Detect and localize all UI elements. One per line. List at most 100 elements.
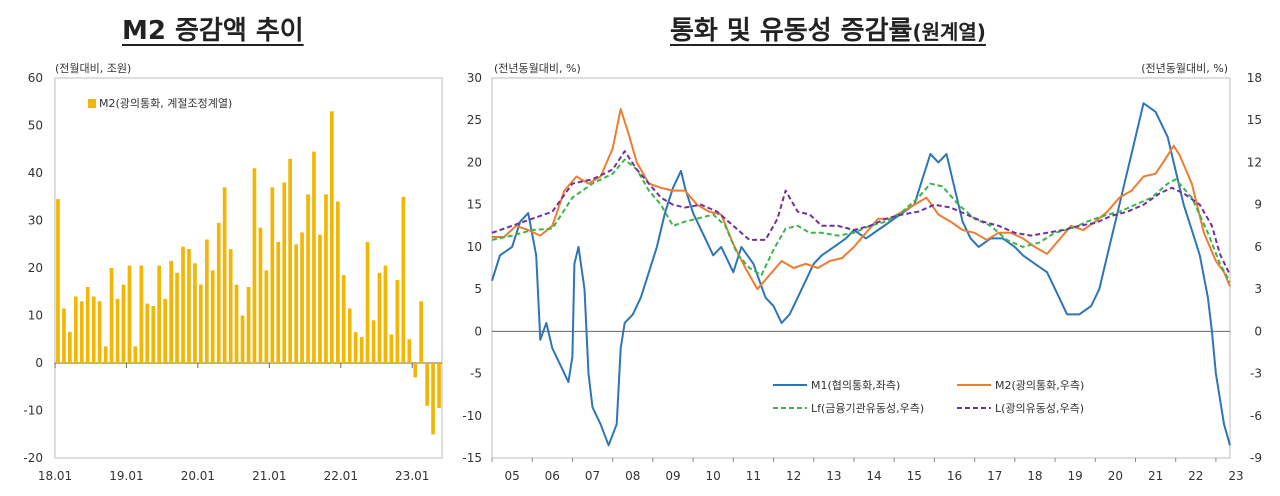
bar: [330, 111, 334, 364]
line-chart-svg: (전년동월대비, %) (전년동월대비, %)-15-10-50510152025…: [462, 62, 1262, 483]
y-tick-label: 60: [28, 71, 43, 85]
bar: [109, 268, 114, 363]
bar: [413, 363, 418, 378]
x-tick-label: 11: [746, 469, 761, 483]
y-left-tick-label: 10: [467, 240, 482, 254]
bar: [175, 272, 179, 364]
bar: [401, 196, 406, 364]
x-tick-label: 08: [625, 469, 640, 483]
left-unit-label: (전년동월대비, %): [494, 62, 581, 75]
bar: [365, 241, 370, 363]
bar: [353, 332, 358, 363]
y-right-tick-label: -3: [1250, 367, 1262, 381]
bar: [91, 296, 96, 363]
bar: [210, 270, 215, 363]
x-tick-label: 20.01: [181, 469, 215, 483]
plot-frame: [54, 77, 443, 459]
y-right-tick-label: -6: [1250, 409, 1262, 423]
right-unit-label: (전년동월대비, %): [1141, 62, 1228, 75]
bar: [103, 346, 108, 363]
legend-label: M2(광의통화,우측): [995, 379, 1084, 392]
x-tick-label: 16: [947, 469, 962, 483]
bar: [234, 284, 239, 363]
bar: [240, 315, 245, 363]
y-left-tick-label: 15: [467, 198, 482, 212]
y-left-tick-label: -5: [470, 367, 482, 381]
x-tick-label: 18: [1027, 469, 1042, 483]
right-chart-title: 통화 및 유동성 증감률(원계열): [670, 10, 986, 47]
legend-label: M1(협의통화,좌측): [811, 379, 900, 392]
bar: [431, 363, 435, 435]
y-tick-label: 40: [28, 166, 43, 180]
x-tick-label: 21: [1148, 469, 1163, 483]
x-tick-label: 14: [866, 469, 881, 483]
bar: [157, 265, 161, 363]
plot-frame: [491, 77, 1231, 459]
bar: [276, 241, 281, 363]
bar: [74, 296, 78, 363]
bar: [282, 182, 287, 363]
bar-chart-svg: (전월대비, 조원) -20 -10 0 10 20 30 40 50 60 18.01 19.01 2…: [23, 62, 443, 483]
bar: [127, 265, 132, 363]
bar: [371, 320, 376, 364]
y-left-tick-label: 0: [474, 324, 482, 338]
legend-label: Lf(금융기관유동성,우측): [811, 402, 924, 415]
x-tick-label: 15: [907, 469, 922, 483]
y-right-tick-label: 0: [1254, 324, 1262, 338]
y-left-tick-label: 20: [467, 155, 482, 169]
bar: [425, 363, 429, 406]
y-tick-label: 20: [28, 261, 43, 275]
bar: [300, 232, 304, 363]
bar: [336, 201, 340, 363]
y-tick-label: 10: [28, 309, 43, 323]
bar: [151, 306, 156, 363]
bar: [377, 272, 382, 364]
y-right-tick-label: 9: [1254, 198, 1262, 212]
right-title-text: 통화 및 유동성 증감률: [670, 16, 913, 46]
money-liquidity-growth-line-chart: (전년동월대비, %) (전년동월대비, %) -15 -10 -5 0 5 10 15 20 25…: [455, 55, 1280, 492]
y-right-tick-label: 3: [1254, 282, 1262, 296]
x-tick-label: 22.01: [324, 469, 358, 483]
bar: [347, 308, 352, 363]
bar: [246, 287, 251, 363]
x-tick-label: 19.01: [109, 469, 143, 483]
bar: [252, 168, 257, 364]
x-tick-label: 22: [1188, 469, 1203, 483]
bar: [222, 187, 227, 364]
bar: [395, 279, 400, 363]
x-tick-label: 05: [504, 469, 519, 483]
bar: [121, 284, 126, 363]
x-tick-label: 09: [665, 469, 680, 483]
bar: [56, 199, 60, 363]
bar: [163, 298, 167, 363]
x-tick-label: 07: [585, 469, 600, 483]
bar: [294, 244, 298, 364]
bar: [205, 239, 209, 363]
bar: [187, 249, 191, 363]
bar: [318, 234, 322, 364]
y-left-tick-label: 5: [474, 282, 482, 296]
bar: [383, 265, 388, 363]
y-left-tick-label: 25: [467, 113, 482, 127]
x-tick-label: 17: [987, 469, 1002, 483]
bar: [145, 303, 150, 363]
bar: [324, 194, 328, 363]
bar: [115, 298, 120, 363]
series-line: [492, 108, 1231, 291]
series-line: [491, 150, 1231, 276]
y-tick-label: -20: [23, 451, 43, 465]
bar: [306, 194, 310, 363]
x-tick-label: 18.01: [38, 469, 72, 483]
bar: [68, 332, 72, 363]
x-tick-label: 19: [1068, 469, 1083, 483]
bar: [228, 249, 233, 363]
bar: [258, 227, 263, 363]
y-tick-label: 50: [28, 119, 43, 133]
bar: [407, 339, 412, 364]
x-tick-label: 20: [1108, 469, 1123, 483]
bar: [169, 260, 173, 363]
bar: [389, 334, 394, 363]
x-tick-label: 13: [826, 469, 841, 483]
legend-label: L(광의유동성,우측): [995, 402, 1084, 415]
y-right-tick-label: 6: [1254, 240, 1262, 254]
